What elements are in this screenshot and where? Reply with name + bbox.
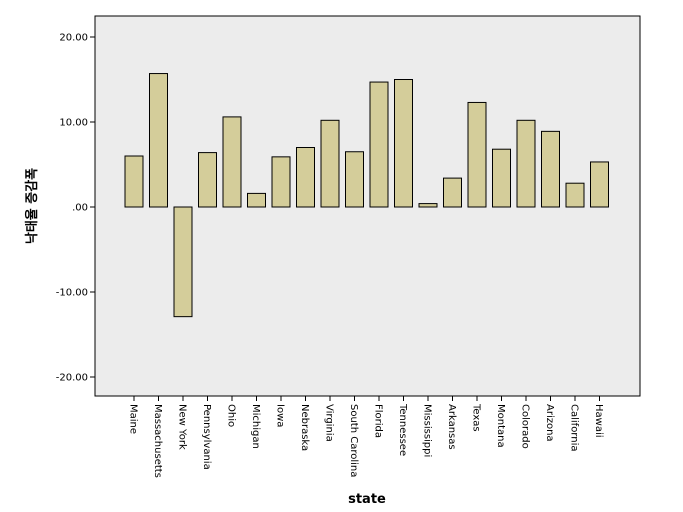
x-tick-label: Iowa: [275, 404, 286, 427]
x-tick-label: Arizona: [544, 404, 555, 442]
y-axis-title: 낙태율 증감폭: [24, 168, 40, 244]
bar-michigan: [247, 192, 266, 208]
x-tick-label: Montana: [495, 404, 506, 448]
x-tick-label: Nebraska: [299, 404, 310, 451]
bar-california: [565, 182, 585, 208]
bar-arizona: [541, 130, 560, 208]
x-tick-label: Maine: [128, 404, 139, 434]
bar-iowa: [271, 156, 291, 208]
bar-pennsylvania: [198, 152, 217, 208]
bars: [124, 73, 609, 318]
bar-massachusetts: [149, 73, 168, 208]
x-tick-label: Pennsylvania: [201, 404, 212, 470]
bar-new-york: [173, 206, 193, 318]
bar-mississippi: [418, 203, 438, 208]
x-tick-label: Hawaii: [593, 404, 604, 438]
y-tick-label: -20.00: [56, 373, 88, 384]
x-tick-label: Florida: [373, 404, 384, 438]
bar-florida: [369, 81, 389, 208]
y-tick-label: 20.00: [59, 33, 88, 44]
bar-texas: [467, 101, 487, 208]
x-tick-label: California: [569, 404, 580, 452]
bar-ohio: [222, 116, 242, 208]
bar-virginia: [320, 119, 340, 208]
x-tick-label: Virginia: [324, 404, 335, 442]
x-tick-label: South Carolina: [348, 404, 359, 477]
bar-montana: [492, 148, 511, 208]
x-tick-label: Tennessee: [397, 403, 408, 456]
bar-tennessee: [394, 79, 413, 208]
x-tick-label: Texas: [471, 403, 482, 432]
x-tick-label: Ohio: [226, 404, 237, 427]
y-tick-label: .00: [72, 203, 88, 214]
x-tick-label: Michigan: [250, 404, 261, 449]
bar-south-carolina: [345, 151, 364, 208]
bar-nebraska: [296, 147, 315, 208]
bar-maine: [124, 155, 144, 208]
x-axis: Maine Massachusetts New York Pennsylvania Oh…: [128, 396, 604, 478]
bar-arkansas: [443, 177, 462, 208]
y-axis: 20.00 10.00 .00 -10.00 -20.00: [56, 33, 95, 384]
y-tick-label: -10.00: [56, 288, 88, 299]
x-tick-label: Colorado: [520, 404, 531, 449]
x-tick-label: New York: [177, 404, 188, 450]
bar-colorado: [516, 119, 536, 208]
x-axis-title: state: [348, 492, 386, 507]
bar-hawaii: [590, 161, 609, 208]
x-tick-label: Massachusetts: [152, 404, 163, 478]
y-tick-label: 10.00: [59, 118, 88, 129]
x-tick-label: Arkansas: [446, 404, 457, 450]
x-tick-label: Mississippi: [422, 404, 433, 457]
